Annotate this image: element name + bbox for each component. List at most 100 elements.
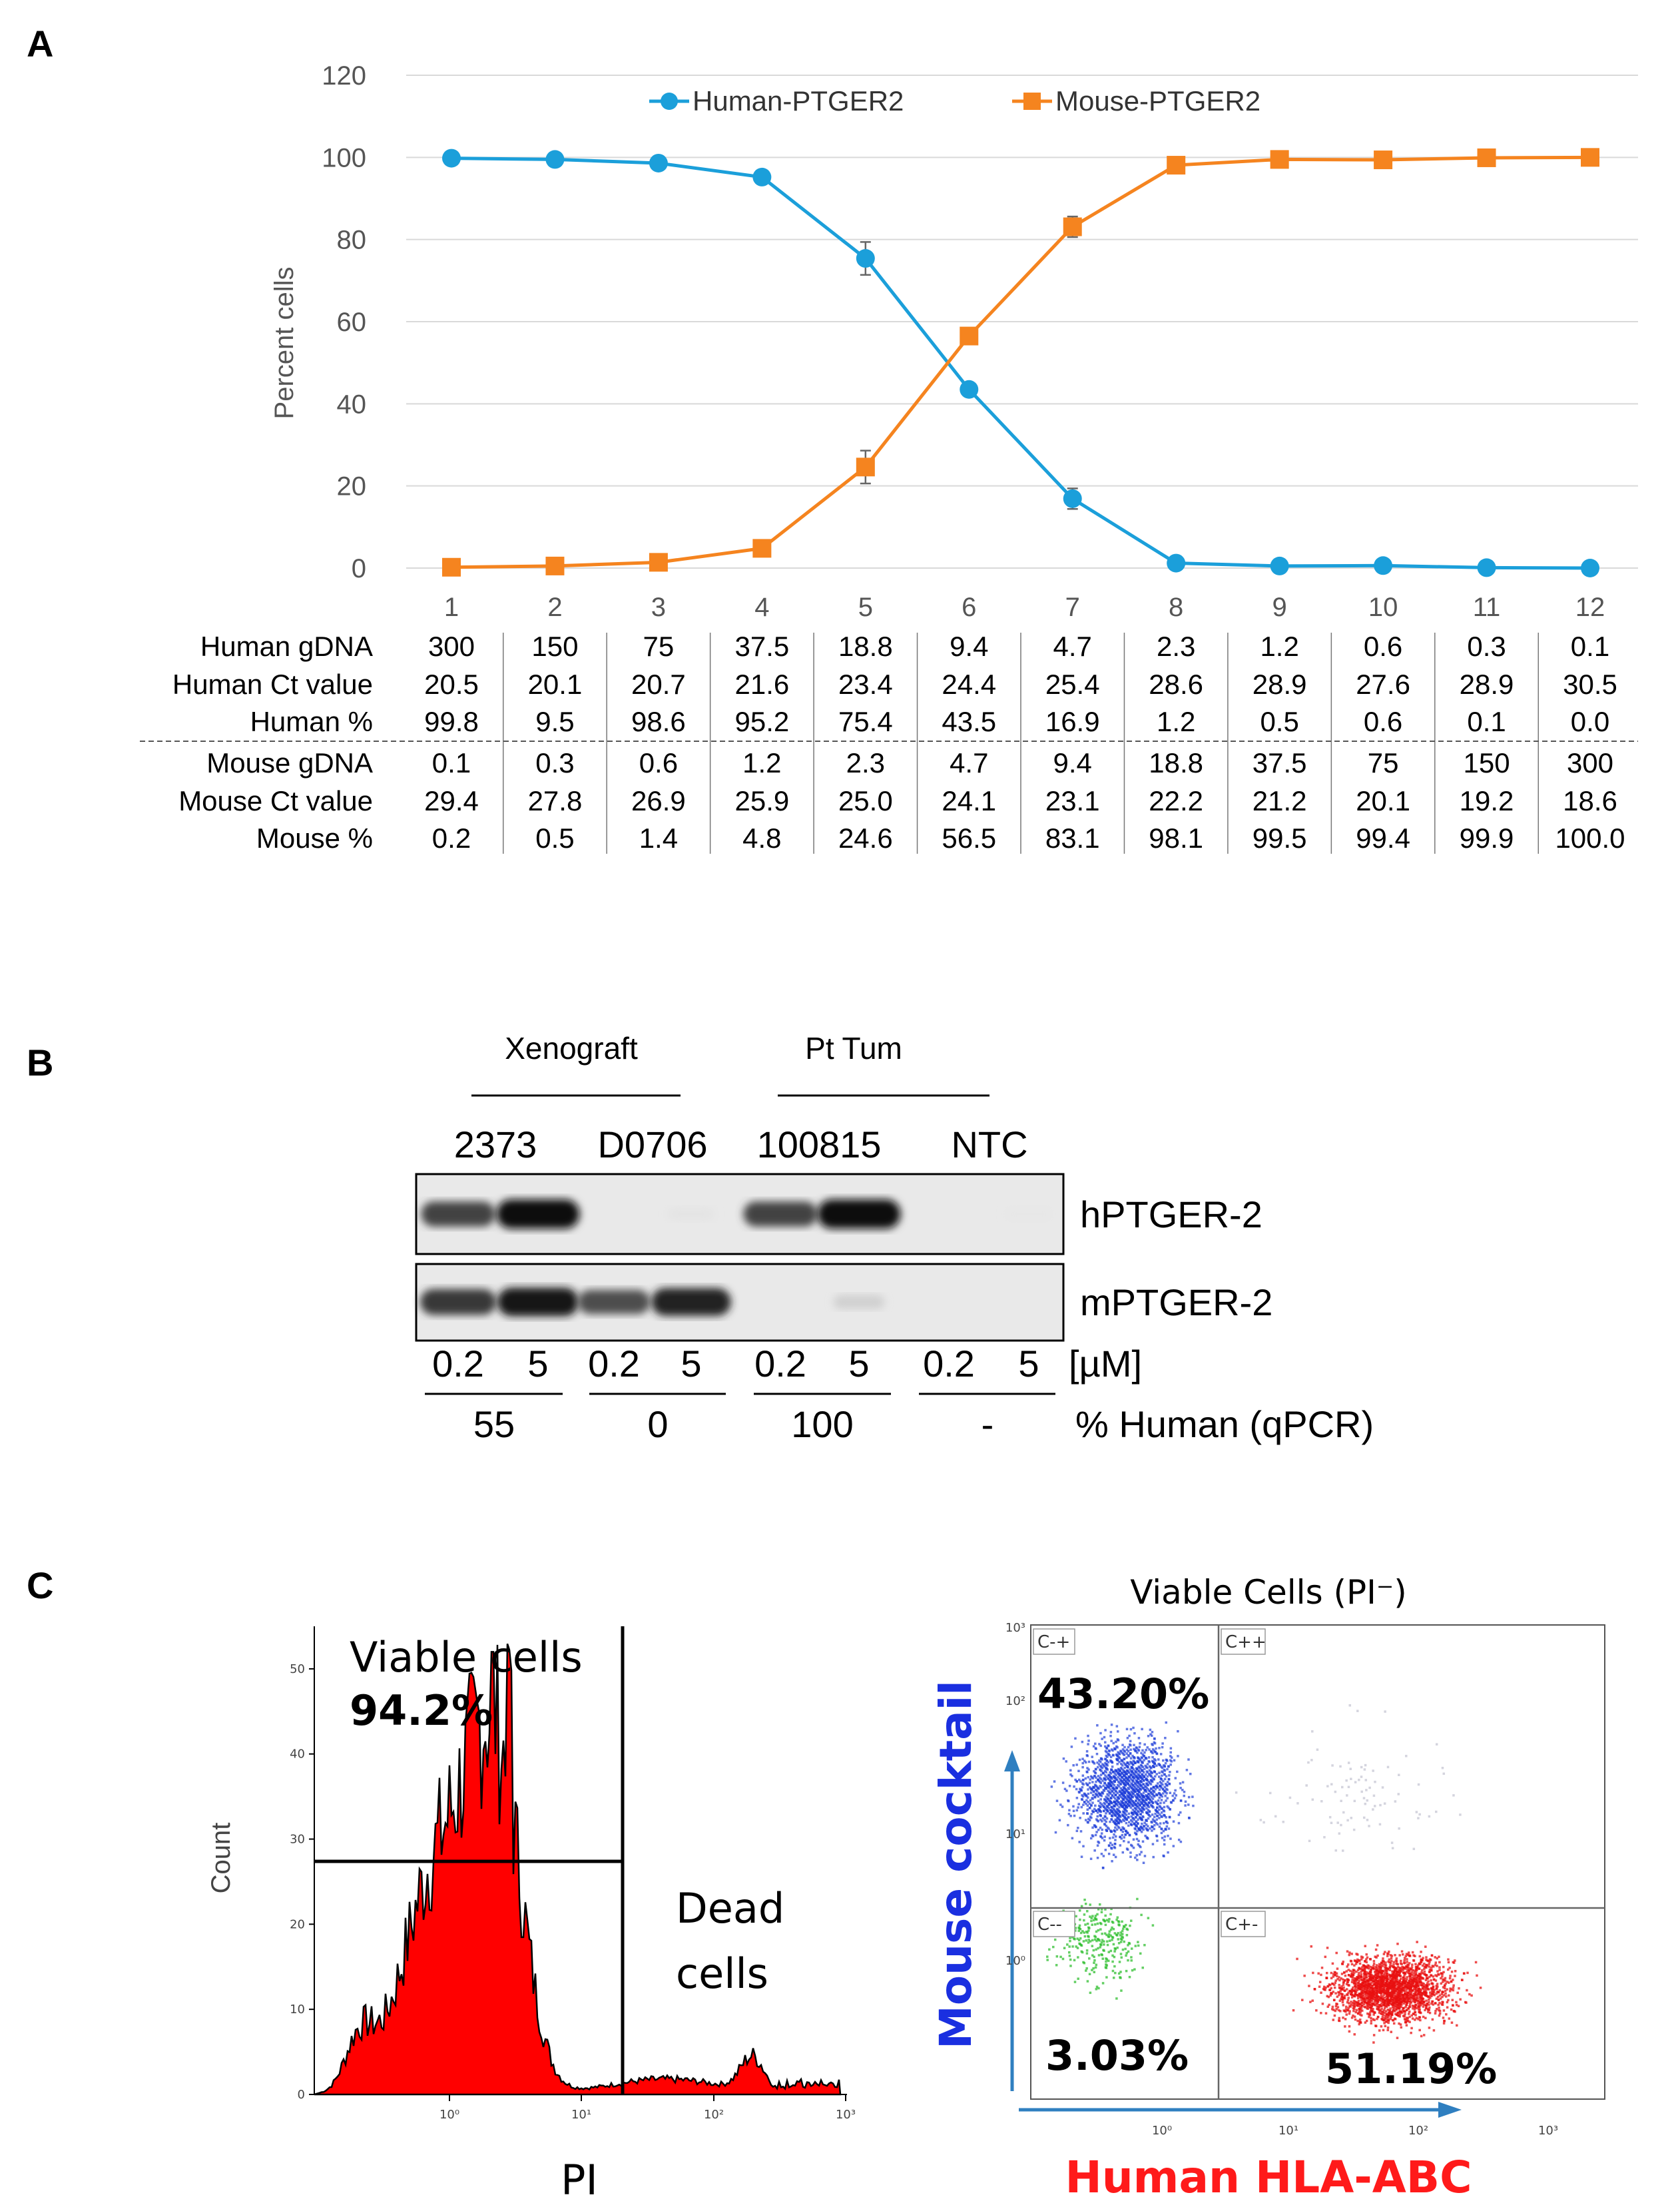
mouse-population-dot: [1126, 1831, 1129, 1835]
mouse-population-dot: [1107, 1744, 1110, 1747]
mouse-population-dot: [1140, 1751, 1143, 1755]
mouse-population-dot: [1054, 1831, 1057, 1834]
mouse-population-dot: [1143, 1825, 1145, 1827]
mouse-population-dot: [1050, 1785, 1053, 1788]
human-population-dot: [1347, 1974, 1350, 1977]
double-population-dot: [1364, 1802, 1367, 1805]
human-population-dot: [1363, 1980, 1366, 1983]
double-population-dot: [1308, 1839, 1311, 1843]
mouse-population-dot: [1140, 1830, 1143, 1833]
mouse-population-dot: [1117, 1752, 1121, 1755]
mouse-population-dot: [1099, 1777, 1103, 1781]
negative-population-dot: [1115, 1919, 1118, 1921]
mouse-population-dot: [1108, 1791, 1111, 1793]
mouse-population-dot: [1145, 1787, 1149, 1789]
human-population-dot: [1331, 2008, 1334, 2011]
mouse-population-dot: [1123, 1766, 1126, 1769]
mouse-population-dot: [1119, 1828, 1123, 1831]
human-population-dot: [1368, 2015, 1370, 2019]
mouse-population-dot: [1184, 1804, 1187, 1807]
mouse-population-dot: [1137, 1843, 1139, 1846]
human-population-dot: [1408, 2015, 1411, 2019]
human-population-dot: [1379, 2012, 1382, 2015]
double-population-dot: [1346, 1819, 1349, 1822]
negative-population-dot: [1124, 1947, 1127, 1951]
human-population-dot: [1397, 2007, 1400, 2009]
mouse-population-dot: [1074, 1778, 1077, 1781]
mouse-population-dot: [1136, 1829, 1139, 1833]
mouse-population-dot: [1161, 1770, 1163, 1773]
human-population-dot: [1411, 1976, 1414, 1979]
mouse-population-dot: [1123, 1749, 1126, 1752]
mouse-population-dot: [1142, 1815, 1145, 1819]
mouse-population-dot: [1125, 1821, 1128, 1825]
gel-band: [1005, 1207, 1053, 1221]
human-population-dot: [1401, 2009, 1404, 2012]
human-population-dot: [1380, 2002, 1383, 2005]
mouse-population-dot: [1183, 1794, 1185, 1797]
mouse-population-dot: [1105, 1820, 1107, 1823]
human-population-dot: [1385, 2010, 1388, 2013]
mouse-population-dot: [1062, 1757, 1065, 1760]
negative-population-dot: [1079, 1918, 1081, 1921]
data-point: [545, 556, 565, 575]
mouse-population-dot: [1170, 1760, 1173, 1763]
mouse-population-dot: [1107, 1852, 1111, 1855]
human-population-dot: [1441, 2001, 1444, 2003]
human-population-dot: [1374, 1991, 1377, 1994]
mouse-population-dot: [1102, 1789, 1105, 1791]
sample-label: 100815: [757, 1123, 882, 1165]
mouse-population-dot: [1156, 1782, 1159, 1785]
human-population-dot: [1435, 2008, 1438, 2011]
human-population-dot: [1384, 1977, 1388, 1980]
human-population-dot: [1412, 1959, 1416, 1962]
negative-population-dot: [1113, 1955, 1116, 1959]
negative-population-dot: [1093, 1923, 1097, 1926]
human-population-dot: [1430, 1987, 1433, 1990]
hist-y-tick-label: 0: [298, 2088, 305, 2102]
mouse-population-dot: [1129, 1752, 1132, 1755]
human-population-dot: [1374, 1989, 1377, 1991]
mouse-population-dot: [1139, 1813, 1142, 1815]
mouse-population-dot: [1139, 1784, 1143, 1787]
mouse-population-dot: [1131, 1799, 1134, 1803]
human-population-dot: [1431, 1983, 1434, 1985]
human-population-dot: [1412, 1972, 1416, 1975]
mouse-population-dot: [1137, 1822, 1139, 1825]
human-population-dot: [1350, 1953, 1353, 1955]
negative-population-dot: [1128, 1975, 1131, 1979]
mouse-population-dot: [1099, 1768, 1101, 1771]
mouse-population-dot: [1081, 1774, 1085, 1777]
human-population-dot: [1354, 2000, 1357, 2003]
mouse-population-dot: [1118, 1826, 1121, 1829]
human-population-dot: [1359, 2005, 1362, 2009]
mouse-population-dot: [1099, 1835, 1102, 1838]
human-population-dot: [1347, 2007, 1350, 2010]
human-population-dot: [1384, 1963, 1386, 1967]
negative-population-dot: [1131, 1969, 1134, 1972]
negative-population-dot: [1069, 1965, 1072, 1967]
hist-y-tick-label: 30: [290, 1833, 305, 1847]
negative-population-dot: [1071, 1945, 1074, 1948]
human-population-dot: [1434, 2002, 1437, 2005]
human-population-dot: [1376, 1980, 1379, 1983]
mouse-population-dot: [1165, 1791, 1168, 1795]
negative-population-dot: [1130, 1947, 1133, 1950]
mouse-population-dot: [1103, 1815, 1107, 1817]
human-population-dot: [1398, 1994, 1400, 1997]
human-population-dot: [1366, 2005, 1370, 2008]
human-population-dot: [1354, 2018, 1357, 2021]
mouse-population-dot: [1135, 1812, 1138, 1815]
dot-y-tick-label: 10³: [1005, 1621, 1025, 1635]
human-population-dot: [1365, 1973, 1368, 1977]
negative-population-dot: [1101, 1932, 1103, 1935]
mouse-population-dot: [1169, 1837, 1172, 1840]
mouse-population-dot: [1142, 1771, 1145, 1773]
mouse-population-dot: [1080, 1805, 1083, 1809]
human-population-dot: [1383, 1979, 1386, 1981]
human-population-dot: [1396, 1986, 1399, 1989]
human-population-dot: [1436, 1995, 1440, 1999]
gel-sample-labels: 2373 D0706 100815 NTC: [454, 1123, 1028, 1165]
human-population-dot: [1405, 1971, 1408, 1973]
negative-population-dot: [1075, 1915, 1077, 1918]
